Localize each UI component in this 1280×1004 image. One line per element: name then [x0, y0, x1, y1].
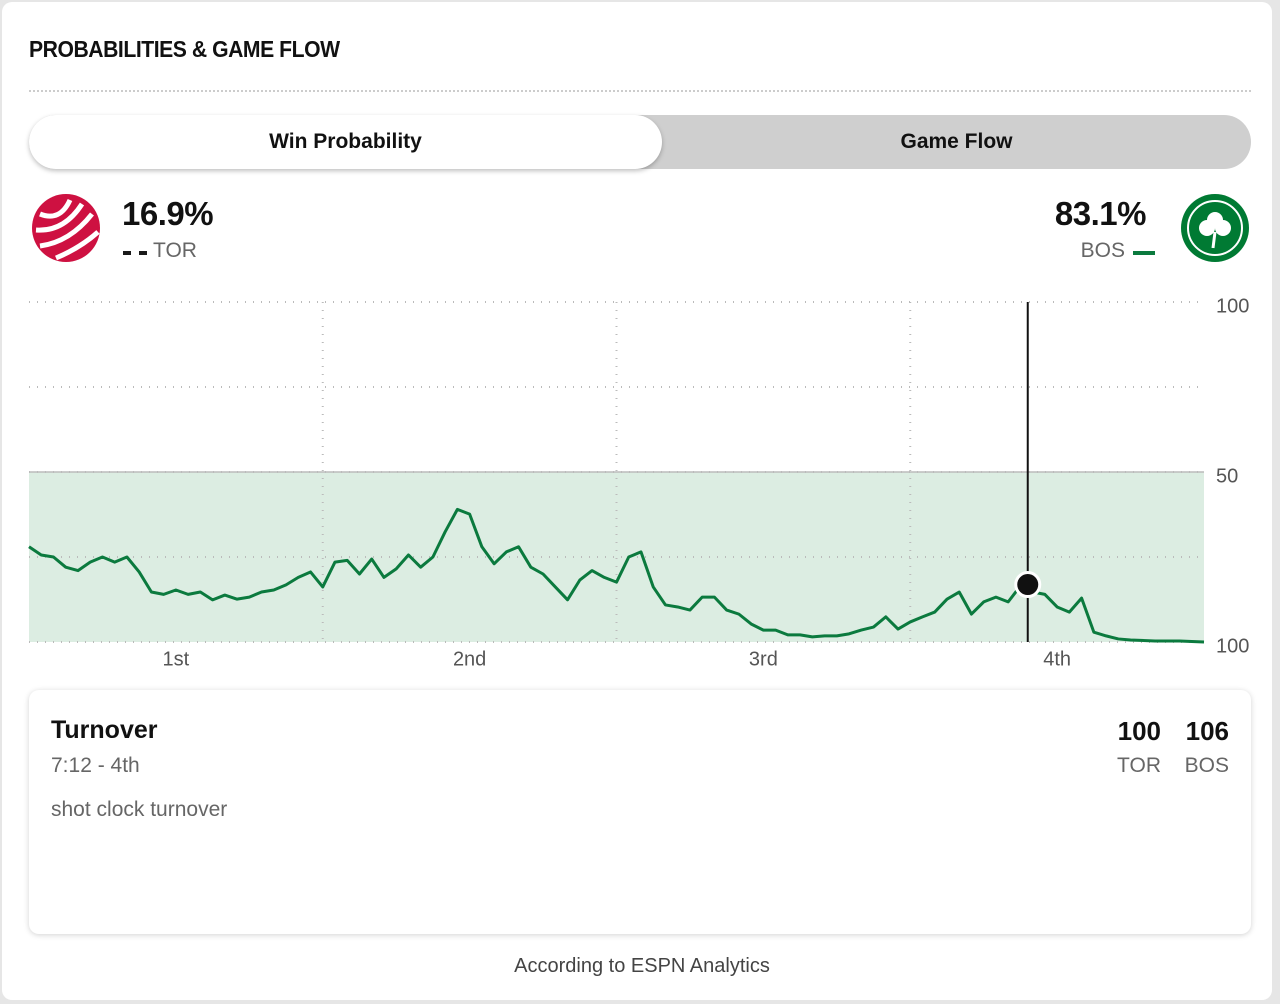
team-abbr: TOR: [153, 239, 197, 262]
shaded-area: [29, 472, 1204, 642]
tab-bar: Win Probability Game Flow: [29, 115, 1251, 169]
team-abbr: BOS: [1080, 239, 1125, 262]
score-team: BOS: [1184, 754, 1229, 777]
x-tick-label: 3rd: [749, 648, 778, 670]
play-title: Turnover: [51, 716, 158, 744]
chart: 100 50 100 1st 2nd 3rd 4th: [28, 295, 1249, 670]
y-tick-label: 50: [1216, 465, 1238, 487]
divider: [29, 90, 1251, 92]
play-description: shot clock turnover: [51, 798, 228, 821]
score-team: TOR: [1117, 754, 1161, 777]
x-tick-label: 4th: [1043, 648, 1071, 670]
play-time: 7:12 - 4th: [51, 754, 140, 777]
y-tick-label: 100: [1216, 295, 1249, 317]
legend-swatch: [123, 251, 147, 255]
y-tick-label: 100: [1216, 635, 1249, 657]
score: 106: [1185, 716, 1229, 746]
score: 100: [1117, 716, 1161, 746]
play-card: Turnover 7:12 - 4th shot clock turnover …: [29, 690, 1251, 934]
title: PROBABILITIES & GAME FLOW: [29, 36, 340, 62]
tab[interactable]: Game Flow: [900, 130, 1013, 153]
cursor-dot: [1014, 571, 1042, 599]
team-logo: [32, 194, 100, 262]
probability-line: [28, 507, 1205, 644]
team-logo: [1181, 194, 1249, 262]
legend-swatch: [1133, 251, 1155, 255]
x-tick-label: 1st: [163, 648, 190, 670]
win-probability: 16.9%: [122, 195, 214, 232]
tab[interactable]: Win Probability: [29, 115, 662, 169]
footer: According to ESPN Analytics: [514, 955, 770, 977]
x-tick-label: 2nd: [453, 648, 486, 670]
win-probability: 83.1%: [1054, 195, 1147, 232]
